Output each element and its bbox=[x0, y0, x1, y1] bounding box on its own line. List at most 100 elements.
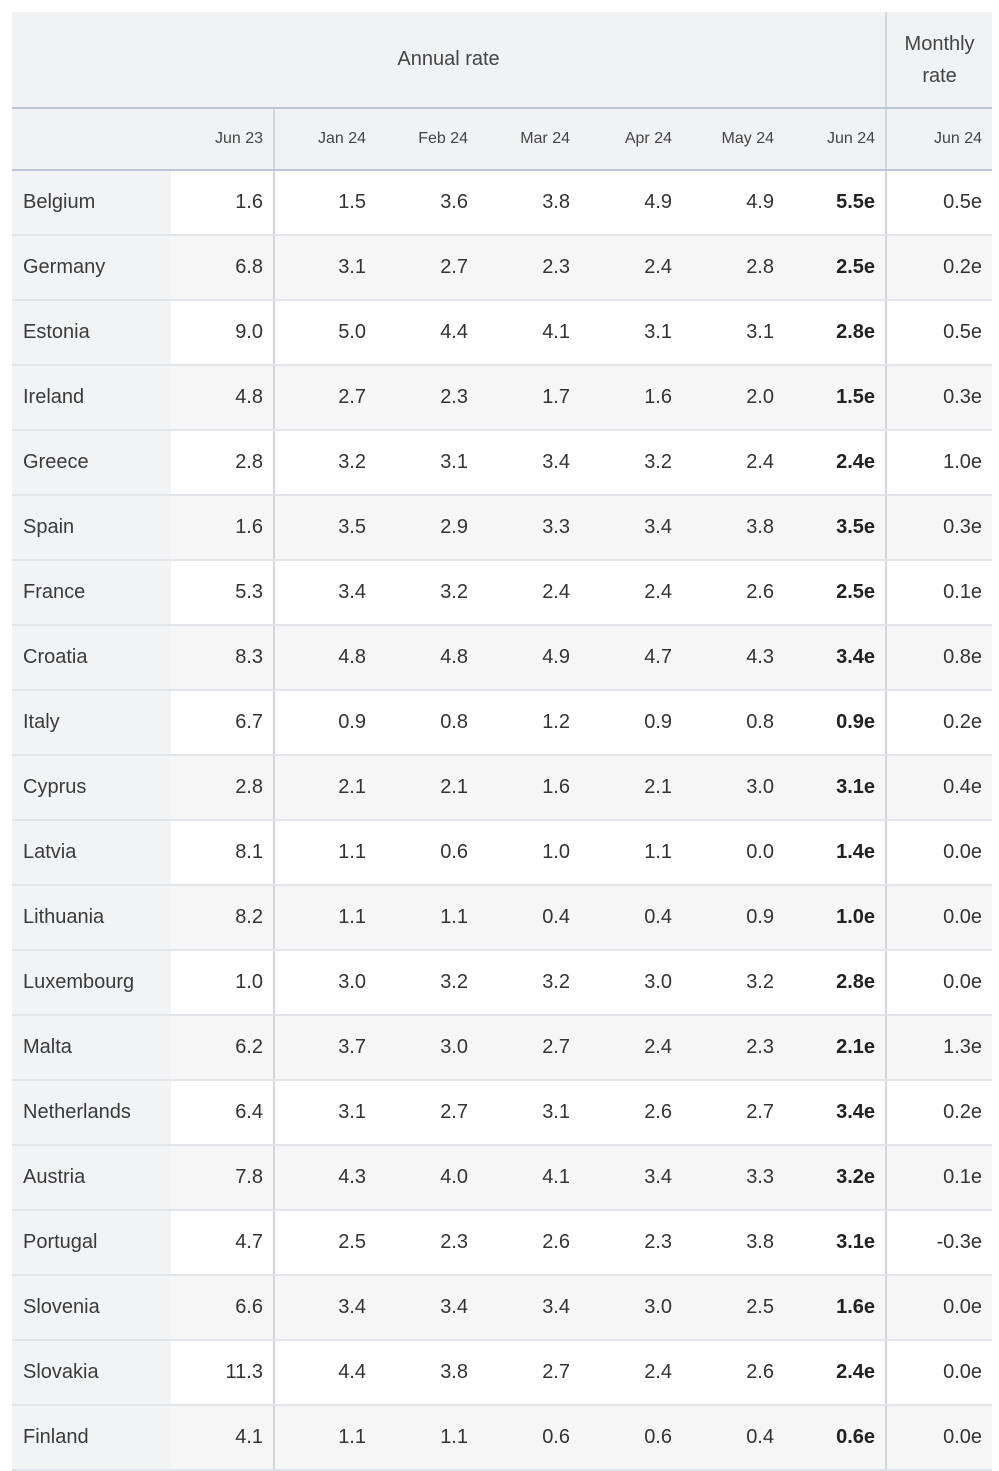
monthly-rate-cell: 0.5e bbox=[885, 300, 993, 366]
annual-rate-cell: 1.0 bbox=[171, 950, 275, 1016]
table-row: Greece 2.8 3.2 3.1 3.4 3.2 2.4 2.4e 1.0e bbox=[12, 430, 993, 496]
monthly-rate-cell: 0.0e bbox=[885, 885, 993, 951]
country-column-header bbox=[12, 108, 171, 171]
annual-rate-cell: 4.3 bbox=[274, 1145, 376, 1211]
country-cell: Finland bbox=[12, 1405, 171, 1471]
table-row: Malta 6.2 3.7 3.0 2.7 2.4 2.3 2.1e 1.3e bbox=[12, 1015, 993, 1081]
latest-annual-rate-cell: 3.4e bbox=[784, 1080, 887, 1146]
monthly-rate-cell: 0.5e bbox=[885, 170, 993, 236]
header-month-row: Jun 23 Jan 24 Feb 24 Mar 24 Apr 24 May 2… bbox=[12, 108, 993, 171]
latest-annual-rate-cell: 2.5e bbox=[784, 560, 887, 626]
annual-rate-cell: 4.4 bbox=[376, 300, 478, 366]
monthly-rate-cell: 0.1e bbox=[885, 560, 993, 626]
annual-rate-cell: 3.8 bbox=[682, 1210, 784, 1276]
annual-rate-cell: 4.9 bbox=[682, 170, 784, 236]
annual-rate-cell: 0.6 bbox=[376, 820, 478, 886]
annual-rate-cell: 4.1 bbox=[478, 300, 580, 366]
monthly-rate-cell: 0.0e bbox=[885, 1405, 993, 1471]
annual-rate-cell: 9.0 bbox=[171, 300, 275, 366]
annual-rate-cell: 3.0 bbox=[682, 755, 784, 821]
annual-rate-cell: 3.4 bbox=[580, 1145, 682, 1211]
table-row: Germany 6.8 3.1 2.7 2.3 2.4 2.8 2.5e 0.2e bbox=[12, 235, 993, 301]
country-cell: Austria bbox=[12, 1145, 171, 1211]
latest-annual-rate-cell: 3.1e bbox=[784, 1210, 887, 1276]
table-row: Lithuania 8.2 1.1 1.1 0.4 0.4 0.9 1.0e 0.0e bbox=[12, 885, 993, 951]
latest-annual-rate-cell: 2.8e bbox=[784, 950, 887, 1016]
annual-rate-cell: 4.7 bbox=[171, 1210, 275, 1276]
annual-rate-cell: 1.1 bbox=[274, 1405, 376, 1471]
country-cell: Cyprus bbox=[12, 755, 171, 821]
annual-rate-cell: 4.4 bbox=[274, 1340, 376, 1406]
country-cell: Estonia bbox=[12, 300, 171, 366]
country-cell: Slovenia bbox=[12, 1275, 171, 1341]
month-header-jun-24: Jun 24 bbox=[784, 108, 887, 171]
annual-rate-cell: 3.2 bbox=[478, 950, 580, 1016]
annual-rate-cell: 2.4 bbox=[580, 1340, 682, 1406]
monthly-month-header-jun-24: Jun 24 bbox=[885, 108, 993, 171]
annual-rate-cell: 3.4 bbox=[274, 560, 376, 626]
annual-rate-cell: 3.1 bbox=[682, 300, 784, 366]
annual-rate-cell: 2.1 bbox=[274, 755, 376, 821]
annual-rate-cell: 1.6 bbox=[580, 365, 682, 431]
month-header-jan-24: Jan 24 bbox=[274, 108, 376, 171]
annual-rate-cell: 3.2 bbox=[682, 950, 784, 1016]
annual-rate-cell: 6.7 bbox=[171, 690, 275, 756]
annual-rate-cell: 0.4 bbox=[682, 1405, 784, 1471]
monthly-rate-cell: 1.0e bbox=[885, 430, 993, 496]
monthly-rate-cell: -0.3e bbox=[885, 1210, 993, 1276]
annual-rate-cell: 2.4 bbox=[478, 560, 580, 626]
country-cell: Netherlands bbox=[12, 1080, 171, 1146]
annual-rate-cell: 3.1 bbox=[376, 430, 478, 496]
annual-rate-cell: 2.8 bbox=[682, 235, 784, 301]
annual-rate-cell: 3.4 bbox=[376, 1275, 478, 1341]
month-header-jun-23: Jun 23 bbox=[171, 108, 275, 171]
country-cell: Croatia bbox=[12, 625, 171, 691]
annual-rate-cell: 2.1 bbox=[376, 755, 478, 821]
latest-annual-rate-cell: 2.4e bbox=[784, 1340, 887, 1406]
country-cell: Portugal bbox=[12, 1210, 171, 1276]
latest-annual-rate-cell: 1.5e bbox=[784, 365, 887, 431]
header-group-row: Annual rate Monthly rate bbox=[12, 12, 993, 109]
table-row: Finland 4.1 1.1 1.1 0.6 0.6 0.4 0.6e 0.0e bbox=[12, 1405, 993, 1471]
annual-rate-cell: 2.3 bbox=[682, 1015, 784, 1081]
latest-annual-rate-cell: 2.4e bbox=[784, 430, 887, 496]
annual-rate-cell: 3.8 bbox=[478, 170, 580, 236]
country-cell: Italy bbox=[12, 690, 171, 756]
annual-rate-cell: 6.6 bbox=[171, 1275, 275, 1341]
annual-rate-cell: 0.6 bbox=[580, 1405, 682, 1471]
annual-rate-cell: 3.4 bbox=[478, 1275, 580, 1341]
latest-annual-rate-cell: 3.1e bbox=[784, 755, 887, 821]
country-cell: Spain bbox=[12, 495, 171, 561]
annual-rate-cell: 3.0 bbox=[580, 1275, 682, 1341]
annual-rate-cell: 2.7 bbox=[274, 365, 376, 431]
annual-rate-cell: 1.1 bbox=[274, 820, 376, 886]
annual-rate-cell: 1.1 bbox=[274, 885, 376, 951]
annual-rate-cell: 3.0 bbox=[580, 950, 682, 1016]
country-cell: Ireland bbox=[12, 365, 171, 431]
annual-rate-cell: 3.1 bbox=[580, 300, 682, 366]
latest-annual-rate-cell: 2.8e bbox=[784, 300, 887, 366]
annual-rate-cell: 2.6 bbox=[682, 1340, 784, 1406]
monthly-rate-cell: 0.0e bbox=[885, 1275, 993, 1341]
annual-rate-cell: 1.1 bbox=[376, 1405, 478, 1471]
table-row: Spain 1.6 3.5 2.9 3.3 3.4 3.8 3.5e 0.3e bbox=[12, 495, 993, 561]
inflation-rates-table: Annual rate Monthly rate Jun 23 Jan 24 F… bbox=[12, 12, 993, 1471]
table-row: Croatia 8.3 4.8 4.8 4.9 4.7 4.3 3.4e 0.8e bbox=[12, 625, 993, 691]
table-row: Cyprus 2.8 2.1 2.1 1.6 2.1 3.0 3.1e 0.4e bbox=[12, 755, 993, 821]
annual-rate-cell: 4.8 bbox=[274, 625, 376, 691]
table-row: Slovenia 6.6 3.4 3.4 3.4 3.0 2.5 1.6e 0.0e bbox=[12, 1275, 993, 1341]
annual-rate-cell: 3.2 bbox=[376, 950, 478, 1016]
monthly-rate-cell: 0.3e bbox=[885, 495, 993, 561]
latest-annual-rate-cell: 3.4e bbox=[784, 625, 887, 691]
annual-rate-cell: 2.1 bbox=[580, 755, 682, 821]
table-row: Slovakia 11.3 4.4 3.8 2.7 2.4 2.6 2.4e 0.0e bbox=[12, 1340, 993, 1406]
annual-rate-cell: 3.5 bbox=[274, 495, 376, 561]
monthly-rate-cell: 0.0e bbox=[885, 1340, 993, 1406]
monthly-rate-cell: 0.1e bbox=[885, 1145, 993, 1211]
monthly-rate-header-line1: Monthly bbox=[904, 32, 975, 55]
country-cell: Slovakia bbox=[12, 1340, 171, 1406]
annual-rate-cell: 2.3 bbox=[478, 235, 580, 301]
annual-rate-cell: 1.6 bbox=[171, 170, 275, 236]
inflation-table-container: Annual rate Monthly rate Jun 23 Jan 24 F… bbox=[12, 12, 993, 1471]
annual-rate-cell: 3.7 bbox=[274, 1015, 376, 1081]
